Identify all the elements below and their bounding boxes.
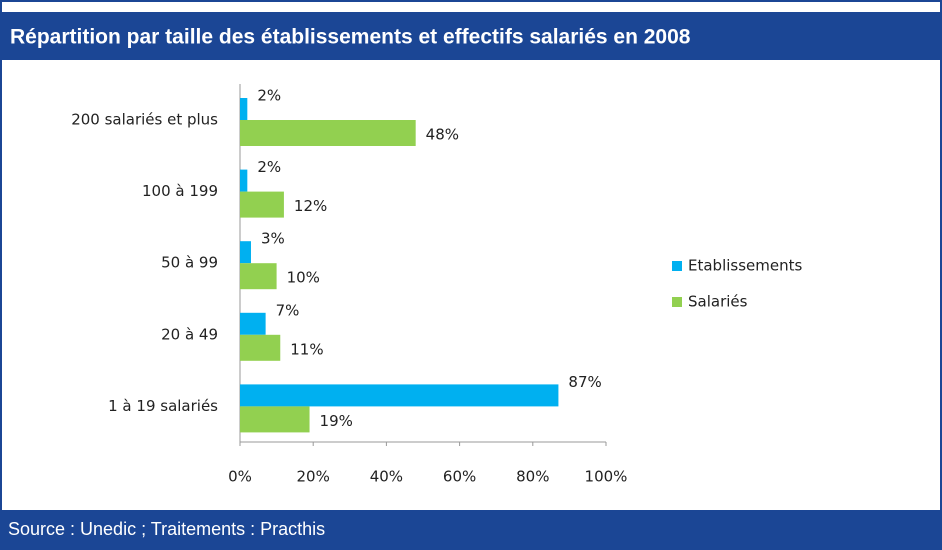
data-label: 11% <box>290 340 323 358</box>
data-label: 87% <box>568 373 601 391</box>
x-tick-label: 40% <box>370 468 403 486</box>
bar <box>240 312 266 335</box>
bar <box>240 406 310 433</box>
data-label: 3% <box>261 230 285 248</box>
legend-swatch <box>672 261 682 271</box>
data-label: 2% <box>257 158 281 176</box>
y-tick-label: 100 à 199 <box>142 182 218 200</box>
data-label: 12% <box>294 197 327 215</box>
bar <box>240 191 284 218</box>
data-label: 48% <box>426 126 459 144</box>
bar <box>240 334 281 361</box>
bar <box>240 169 248 192</box>
x-tick-label: 60% <box>443 468 476 486</box>
data-label: 2% <box>257 87 281 105</box>
footer-bar <box>0 510 942 550</box>
legend-swatch <box>672 297 682 307</box>
bar <box>240 263 277 290</box>
chart-title: Répartition par taille des établissement… <box>10 26 691 49</box>
data-label: 10% <box>287 269 320 287</box>
x-tick-label: 20% <box>297 468 330 486</box>
x-tick-label: 0% <box>228 468 252 486</box>
bar <box>240 98 248 120</box>
data-label: 7% <box>276 301 300 319</box>
header-bar <box>0 12 942 60</box>
y-tick-label: 20 à 49 <box>161 325 218 343</box>
x-tick-label: 100% <box>585 468 628 486</box>
bar <box>240 120 416 146</box>
source: Source : Unedic ; Traitements : Practhis <box>8 519 325 539</box>
legend-label: Salariés <box>688 293 748 311</box>
bar <box>240 384 559 407</box>
x-tick-label: 80% <box>516 468 549 486</box>
bar <box>240 241 251 264</box>
y-tick-label: 200 salariés et plus <box>71 111 218 129</box>
y-tick-label: 50 à 99 <box>161 254 218 272</box>
y-tick-label: 1 à 19 salariés <box>108 397 218 415</box>
legend-label: Etablissements <box>688 257 802 275</box>
data-label: 19% <box>320 412 353 430</box>
